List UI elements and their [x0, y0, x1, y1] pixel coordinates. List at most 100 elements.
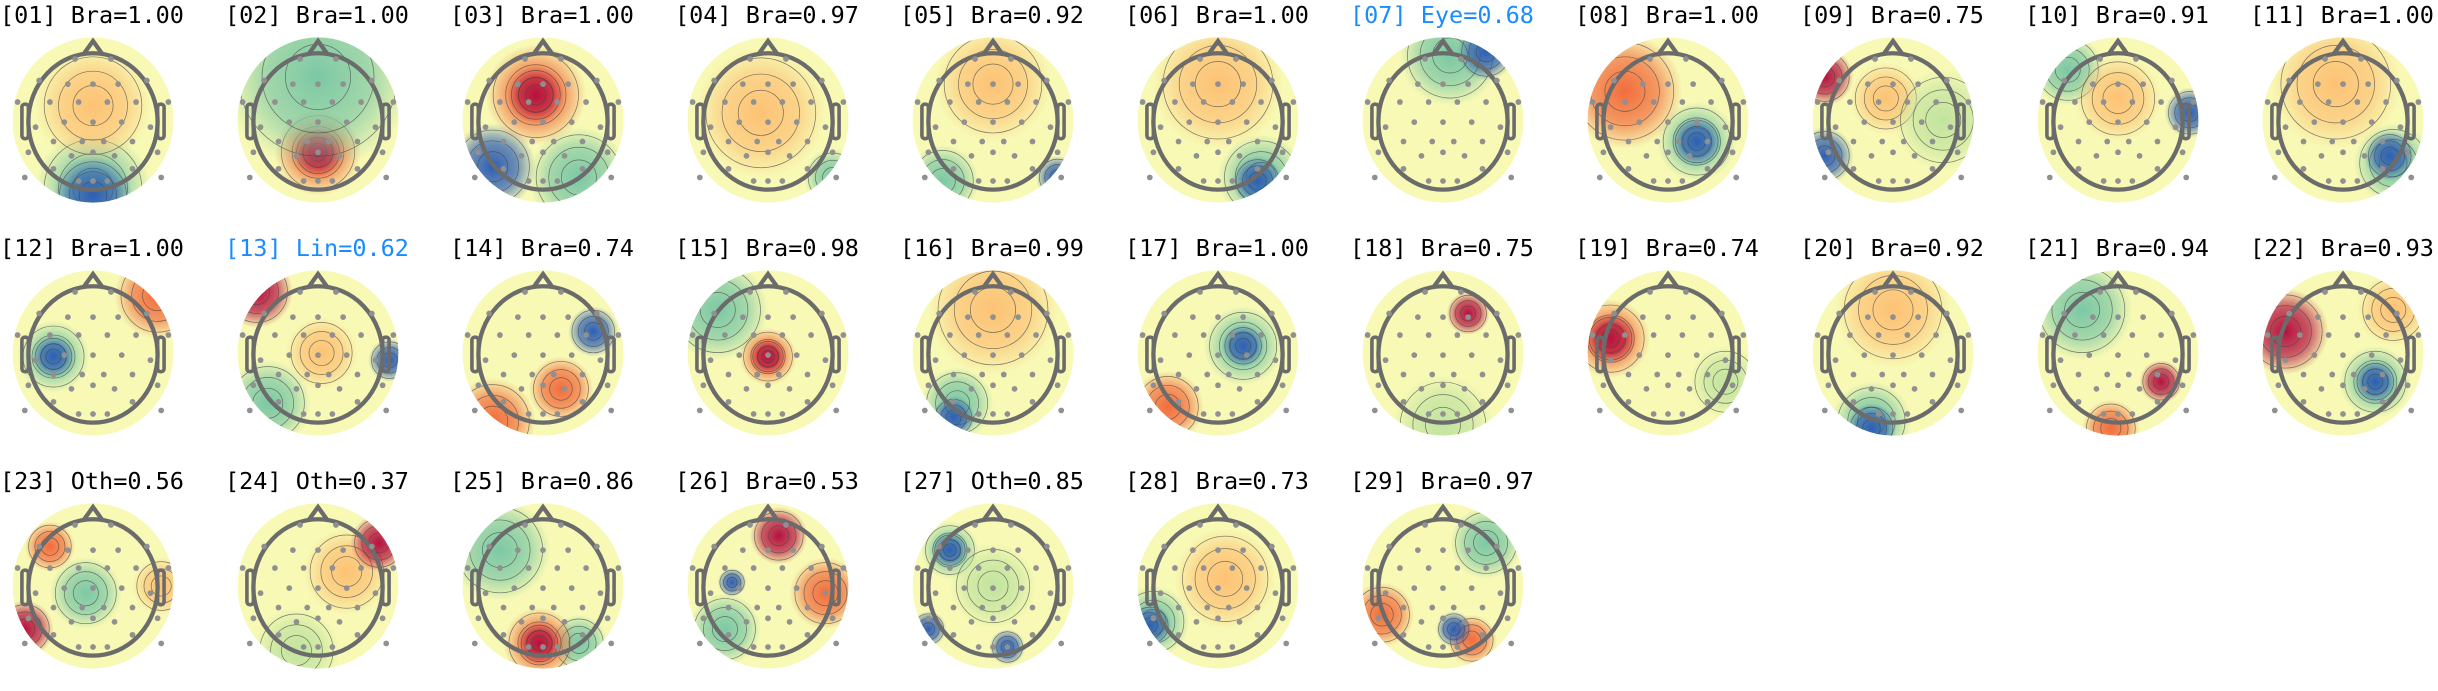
electrode-dot: [968, 619, 975, 625]
electrode-dot: [2383, 332, 2389, 338]
electrode-dot: [529, 371, 536, 378]
electrode-dot: [972, 56, 978, 62]
contour-line: [1460, 305, 1477, 322]
topomap-blob: [1174, 528, 1276, 630]
head-outline: [245, 270, 391, 425]
electrode-dot: [1258, 332, 1264, 338]
electrode-dot: [1690, 314, 1696, 320]
electrode-dot: [793, 585, 800, 592]
electrode-dot: [36, 543, 43, 550]
electrode-dot: [1890, 119, 1896, 126]
electrode-dot: [765, 178, 771, 184]
label-id: 09: [1814, 1, 1843, 29]
electrode-dot: [1933, 99, 1939, 105]
electrode-dot: [2408, 174, 2415, 181]
electrode-dot: [1004, 332, 1011, 338]
ear-right: [1505, 568, 1516, 607]
electrode-dot: [368, 310, 375, 317]
electrode-dot: [765, 352, 771, 359]
contour-line: [2081, 61, 2155, 136]
contour-line: [45, 348, 62, 365]
component-label: [07] Eye=0.68: [1350, 0, 1534, 30]
electrode-dot: [1665, 119, 1671, 126]
electrode-dot: [1175, 398, 1182, 405]
electrode-dot: [143, 77, 150, 84]
electrode-dot: [2325, 178, 2332, 184]
head-outline: [470, 503, 616, 658]
label-label: Oth: [970, 467, 1014, 495]
electrode-dot: [2300, 165, 2307, 172]
topomap: [912, 37, 1074, 203]
electrode-dot: [1139, 565, 1146, 571]
electrode-dot: [579, 604, 586, 611]
electrode-dot: [579, 371, 586, 378]
electrode-dot: [990, 314, 996, 320]
electrode-dot: [2271, 174, 2278, 181]
electrode-dot: [1186, 352, 1193, 359]
electrode-dot: [2368, 119, 2375, 126]
electrode-dot: [818, 310, 825, 317]
electrode-dot: [290, 314, 296, 320]
electrode-dot: [2168, 77, 2175, 84]
electrode-dot: [2133, 289, 2139, 295]
electrode-dot: [104, 411, 111, 417]
topomap: [1587, 37, 1749, 203]
electrode-dot: [336, 153, 343, 159]
electrode-dot: [990, 585, 996, 592]
ear-right: [1730, 335, 1741, 374]
electrode-dot: [1625, 371, 1632, 378]
electrode-dot: [1440, 547, 1446, 553]
label-punct: =: [563, 234, 578, 262]
electrode-dot: [1418, 153, 1425, 159]
electrode-dot: [118, 119, 125, 126]
electrode-dot: [1875, 411, 1882, 417]
electrode-dot: [754, 138, 761, 145]
electrode-dot: [2183, 174, 2190, 181]
label-score: 1.00: [1252, 1, 1309, 29]
electrode-dot: [1386, 310, 1393, 317]
electrode-dot: [2090, 81, 2096, 87]
electrode-dot: [75, 99, 82, 105]
electrode-dot: [1215, 314, 1221, 320]
electrode-dot: [1947, 124, 1954, 131]
electrode-dot: [793, 119, 800, 126]
electrode-dot: [1268, 77, 1275, 84]
electrode-dot: [2133, 56, 2139, 62]
contour-line: [72, 580, 99, 607]
ear-right: [1280, 568, 1291, 607]
electrode-dot: [2046, 174, 2053, 181]
electrode-dot: [1733, 174, 1740, 181]
electrode-dot: [333, 289, 339, 295]
electrode-dot: [115, 81, 121, 87]
electrode-dot: [25, 382, 32, 389]
electrode-dot: [329, 332, 336, 338]
electrode-dot: [1454, 332, 1461, 338]
component-label: [25] Bra=0.86: [450, 466, 634, 496]
electrode-dot: [1139, 99, 1146, 105]
electrode-dot: [257, 124, 264, 131]
electrode-dot: [129, 604, 136, 611]
electrode-dot: [804, 165, 811, 172]
label-punct: =: [563, 467, 578, 495]
component-label: [20] Bra=0.92: [1800, 233, 1984, 263]
component-label: [26] Bra=0.53: [675, 466, 859, 496]
electrode-dot: [100, 371, 107, 378]
electrode-dot: [822, 590, 829, 597]
label-punct: ]: [1392, 234, 1421, 262]
electrode-dot: [1718, 310, 1725, 317]
electrode-dot: [2354, 332, 2361, 338]
electrode-dot: [1686, 153, 1693, 159]
electrode-dot: [2379, 165, 2386, 172]
label-punct: ]: [1167, 234, 1196, 262]
ear-right: [380, 335, 391, 374]
topomap-blob: [1671, 116, 1722, 167]
electrode-dot: [50, 604, 57, 611]
electrode-dot: [1204, 138, 1211, 145]
electrode-dot: [1290, 332, 1297, 338]
ear-right: [1280, 335, 1291, 374]
electrode-dot: [354, 371, 361, 378]
head-outline: [245, 37, 391, 192]
label-label: Bra: [1195, 467, 1239, 495]
electrode-dot: [1479, 398, 1486, 405]
contour-line: [703, 607, 747, 651]
